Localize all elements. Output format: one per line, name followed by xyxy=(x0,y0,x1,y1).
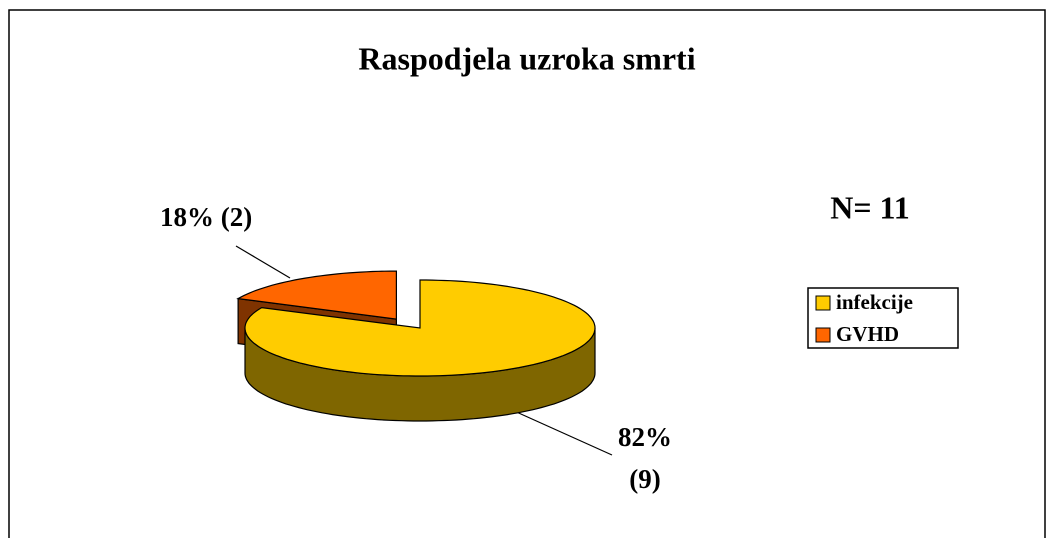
legend-box xyxy=(807,287,959,349)
slice-top xyxy=(244,279,596,377)
slice-top xyxy=(236,270,397,320)
leader-line xyxy=(235,245,291,279)
annotation: N= 11 xyxy=(830,189,910,225)
legend-swatch xyxy=(815,295,831,311)
pie xyxy=(236,270,596,422)
data-label: 82% (9) xyxy=(618,422,672,494)
legend-label: GVHD xyxy=(836,322,899,346)
leader-line xyxy=(511,409,613,456)
legend-swatch xyxy=(815,327,831,343)
pie-slice xyxy=(244,279,596,422)
chart-title: Raspodjela uzroka smrti xyxy=(358,40,695,76)
legend-label: infekcije xyxy=(836,290,913,314)
chart-frame xyxy=(8,9,1046,538)
data-label: 18% (2) xyxy=(160,202,253,232)
